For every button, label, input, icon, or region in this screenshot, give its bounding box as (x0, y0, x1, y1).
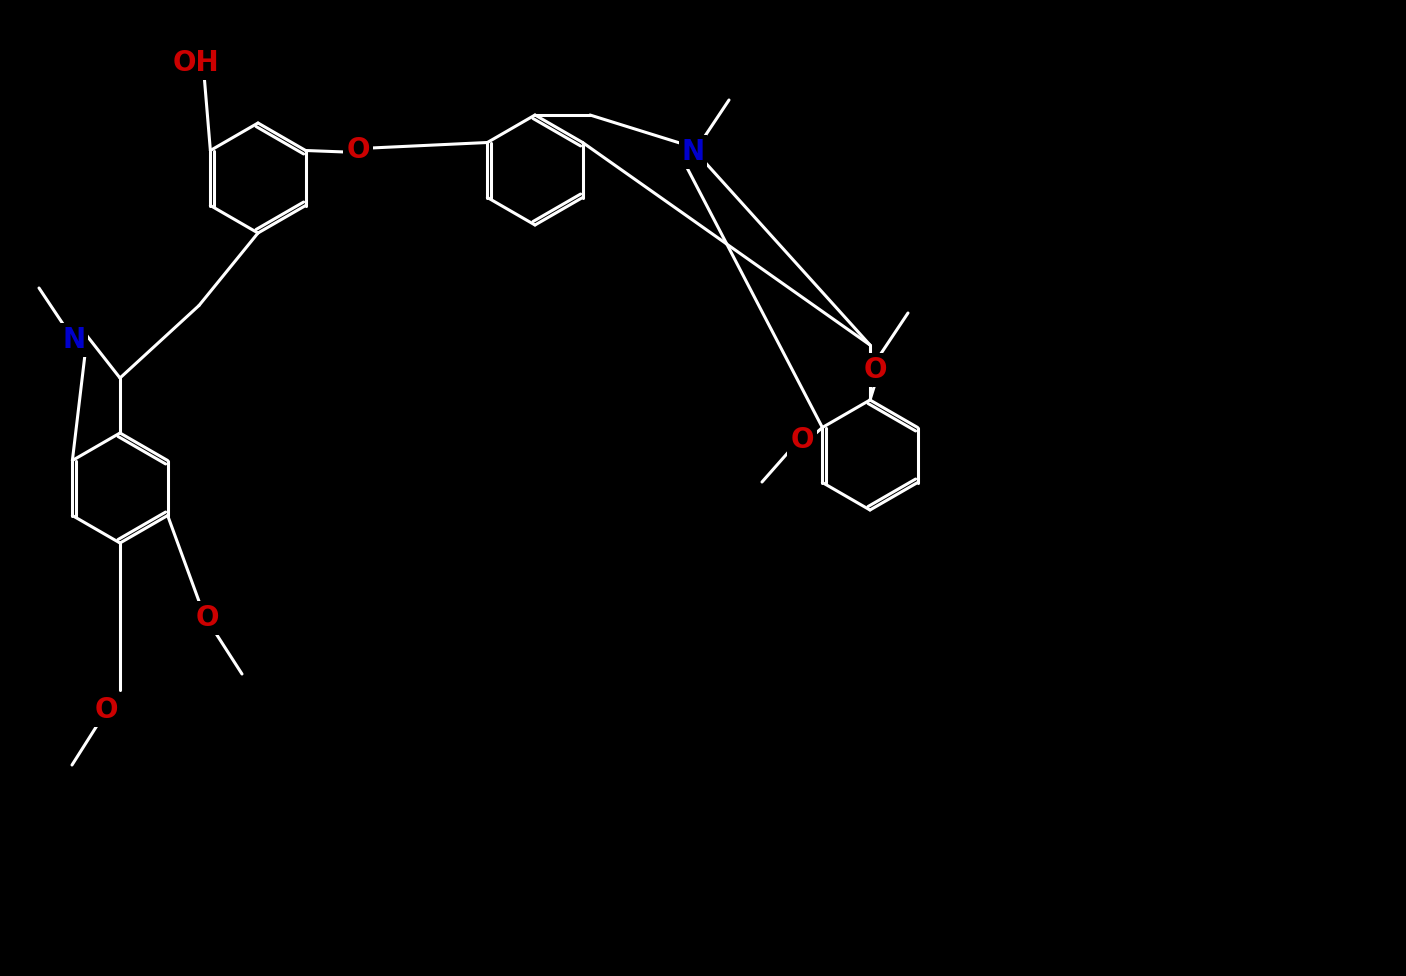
Text: N: N (682, 138, 704, 166)
Text: O: O (195, 604, 219, 632)
Text: O: O (790, 426, 814, 454)
Text: O: O (94, 696, 118, 724)
Text: O: O (863, 356, 887, 384)
Text: N: N (62, 326, 86, 354)
Text: O: O (346, 136, 370, 164)
Text: OH: OH (173, 49, 219, 77)
